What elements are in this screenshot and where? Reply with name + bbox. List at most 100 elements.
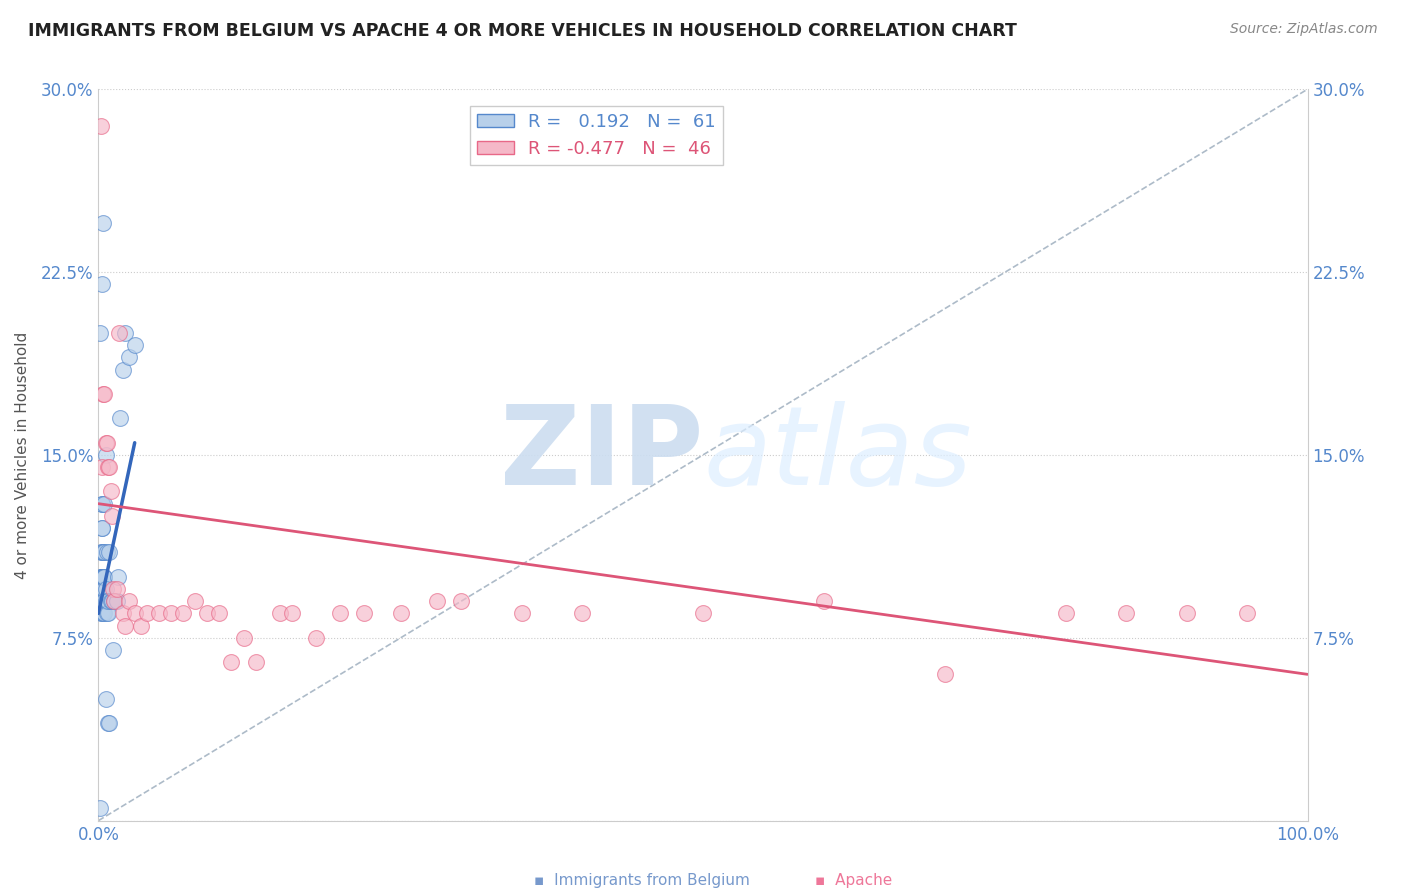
Point <box>91 570 114 584</box>
Point <box>232 631 254 645</box>
Point <box>97 594 120 608</box>
Text: ▪  Apache: ▪ Apache <box>815 872 893 888</box>
Point <box>89 801 111 815</box>
Point <box>91 582 114 596</box>
Point <box>221 655 243 669</box>
Text: Source: ZipAtlas.com: Source: ZipAtlas.com <box>1230 22 1378 37</box>
Point <box>97 607 120 621</box>
Point <box>91 545 114 559</box>
Point <box>111 362 134 376</box>
Point <box>93 497 115 511</box>
Point <box>94 582 117 596</box>
Point <box>91 570 114 584</box>
Point <box>94 691 117 706</box>
Point <box>96 594 118 608</box>
Point <box>91 594 114 608</box>
Point <box>208 607 231 621</box>
Point <box>91 277 114 292</box>
Point <box>91 607 114 621</box>
Point <box>93 607 115 621</box>
Point <box>98 716 121 731</box>
Point <box>105 582 128 596</box>
Point <box>107 570 129 584</box>
Point <box>305 631 328 645</box>
Point <box>329 607 352 621</box>
Point <box>90 607 112 621</box>
Point <box>118 594 141 608</box>
Point <box>129 618 152 632</box>
Point <box>114 326 136 340</box>
Point <box>245 655 267 669</box>
Point <box>90 545 112 559</box>
Point <box>89 326 111 340</box>
Point <box>97 460 120 475</box>
Point <box>89 594 111 608</box>
Point <box>426 594 449 608</box>
Text: ▪  Immigrants from Belgium: ▪ Immigrants from Belgium <box>534 872 751 888</box>
Point <box>100 594 122 608</box>
Point <box>90 570 112 584</box>
Point <box>91 460 114 475</box>
Point <box>1175 607 1198 621</box>
Point <box>90 594 112 608</box>
Point <box>1115 607 1137 621</box>
Point <box>98 545 121 559</box>
Point <box>124 607 146 621</box>
Point <box>93 582 115 596</box>
Point <box>91 521 114 535</box>
Point <box>91 570 114 584</box>
Point <box>105 594 128 608</box>
Point <box>813 594 835 608</box>
Point <box>90 594 112 608</box>
Point <box>101 643 124 657</box>
Point <box>93 545 115 559</box>
Point <box>108 326 131 340</box>
Point <box>97 716 120 731</box>
Point <box>93 387 115 401</box>
Point <box>90 582 112 596</box>
Point <box>353 607 375 621</box>
Point <box>103 594 125 608</box>
Point <box>91 497 114 511</box>
Point <box>91 570 114 584</box>
Point <box>934 667 956 681</box>
Point <box>91 216 114 230</box>
Point <box>100 594 122 608</box>
Point <box>91 521 114 535</box>
Point <box>91 497 114 511</box>
Point <box>450 594 472 608</box>
Y-axis label: 4 or more Vehicles in Household: 4 or more Vehicles in Household <box>15 331 30 579</box>
Point <box>90 570 112 584</box>
Point <box>184 594 207 608</box>
Point <box>571 607 593 621</box>
Point <box>91 545 114 559</box>
Point <box>100 508 122 523</box>
Point <box>195 607 218 621</box>
Point <box>103 594 125 608</box>
Point <box>96 435 118 450</box>
Point <box>90 570 112 584</box>
Point <box>91 594 114 608</box>
Point <box>93 594 115 608</box>
Point <box>94 448 117 462</box>
Point <box>269 607 291 621</box>
Point <box>91 387 114 401</box>
Point <box>135 607 157 621</box>
Point <box>93 570 115 584</box>
Point <box>100 484 122 499</box>
Legend: R =   0.192   N =  61, R = -0.477   N =  46: R = 0.192 N = 61, R = -0.477 N = 46 <box>470 105 723 165</box>
Point <box>91 607 114 621</box>
Point <box>1236 607 1258 621</box>
Point <box>160 607 183 621</box>
Point <box>281 607 304 621</box>
Text: atlas: atlas <box>703 401 972 508</box>
Point <box>93 570 115 584</box>
Point <box>90 119 112 133</box>
Point <box>96 545 118 559</box>
Point <box>172 607 194 621</box>
Text: ZIP: ZIP <box>499 401 703 508</box>
Text: IMMIGRANTS FROM BELGIUM VS APACHE 4 OR MORE VEHICLES IN HOUSEHOLD CORRELATION CH: IMMIGRANTS FROM BELGIUM VS APACHE 4 OR M… <box>28 22 1017 40</box>
Point <box>148 607 170 621</box>
Point <box>98 460 121 475</box>
Point <box>91 594 114 608</box>
